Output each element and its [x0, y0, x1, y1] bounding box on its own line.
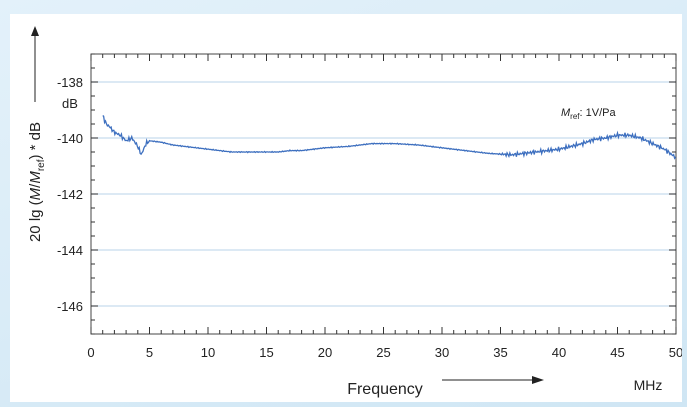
ylabel-Mref: M [27, 171, 44, 184]
mref-annotation: Mref: 1V/Pa [561, 107, 616, 121]
y-tick-label: -142 [57, 187, 83, 202]
y-tick-label: -140 [57, 131, 83, 146]
y-tick-label: -144 [57, 243, 83, 258]
x-tick-label: 15 [259, 345, 273, 360]
series-line-0 [103, 116, 676, 159]
x-tick-label: 45 [610, 345, 624, 360]
x-tick-label: 10 [201, 345, 215, 360]
y-axis-arrowhead [31, 26, 39, 36]
chart-panel: 0 5 10 15 20 25 30 35 40 45 50 -138 -140 -142 -144 -146… [10, 14, 682, 402]
y-unit-label: dB [62, 96, 78, 111]
y-tick-label: -138 [57, 75, 83, 90]
x-tick-label: 40 [552, 345, 566, 360]
x-tick-label: 5 [146, 345, 153, 360]
x-tick-label: 0 [87, 345, 94, 360]
y-tick-label: -146 [57, 299, 83, 314]
x-tick-label: 20 [318, 345, 332, 360]
ylabel-tail: ) * dB [27, 122, 44, 160]
ylabel-M: M [27, 187, 44, 200]
x-unit-label: MHz [634, 377, 663, 393]
x-axis-title: Frequency [347, 381, 423, 398]
x-tick-label: 30 [435, 345, 449, 360]
tick-layer: 0 5 10 15 20 25 30 35 40 45 50 -138 -140 -142 -144 -146 [57, 54, 682, 360]
y-axis-title: 20 lg (M/Mref) * dB [27, 122, 47, 242]
x-tick-label: 50 [669, 345, 682, 360]
ylabel-ref-subscript: ref [36, 159, 47, 171]
x-axis-arrowhead [532, 376, 544, 384]
x-tick-label: 25 [376, 345, 390, 360]
frequency-response-chart: 0 5 10 15 20 25 30 35 40 45 50 -138 -140 -142 -144 -146… [10, 14, 682, 402]
line-layer [103, 116, 676, 159]
ylabel-prefix: 20 lg ( [27, 200, 44, 242]
x-tick-label: 35 [493, 345, 507, 360]
annotation-value: : 1V/Pa [580, 107, 617, 119]
